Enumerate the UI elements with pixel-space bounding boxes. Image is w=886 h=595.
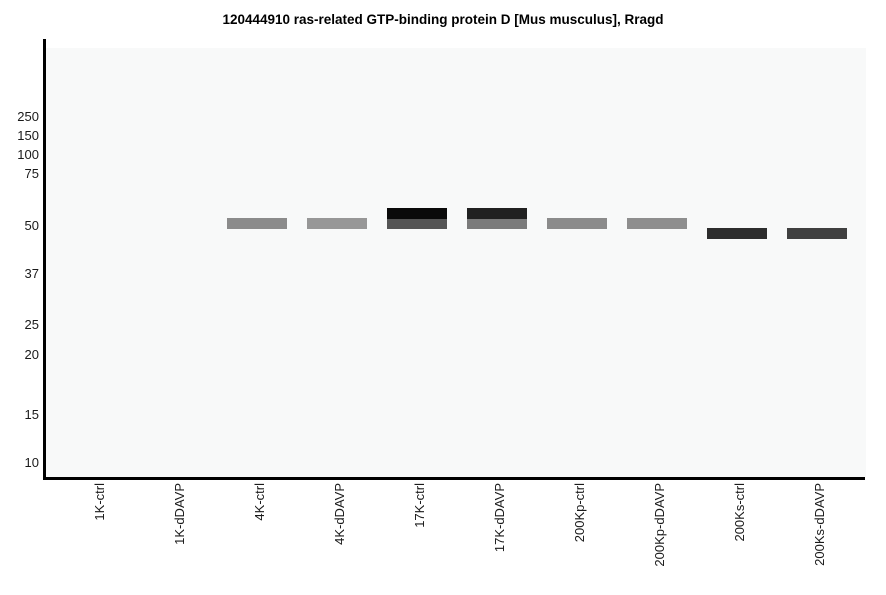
lane-label: 4K-ctrl xyxy=(252,483,267,521)
protein-band xyxy=(227,218,287,229)
lane-label: 200Ks-dDAVP xyxy=(812,483,827,566)
mw-tick-label: 25 xyxy=(24,317,39,332)
protein-band xyxy=(787,228,847,239)
lane-label: 200Kp-dDAVP xyxy=(652,483,667,567)
protein-band xyxy=(707,228,767,239)
lane-label: 1K-dDAVP xyxy=(172,483,187,545)
mw-tick-label: 75 xyxy=(24,166,39,181)
mw-tick-label: 10 xyxy=(24,455,39,470)
protein-band xyxy=(467,219,527,229)
protein-band xyxy=(547,218,607,229)
y-axis-line xyxy=(43,39,46,480)
lane-label: 200Kp-ctrl xyxy=(572,483,587,543)
lane-label: 200Ks-ctrl xyxy=(732,483,747,542)
mw-tick-label: 15 xyxy=(24,407,39,422)
mw-tick-label: 50 xyxy=(24,218,39,233)
lane-label: 4K-dDAVP xyxy=(332,483,347,545)
mw-tick-label: 37 xyxy=(24,266,39,281)
protein-band xyxy=(627,218,687,229)
page-title: 120444910 ras-related GTP-binding protei… xyxy=(222,12,664,27)
lane-label: 17K-ctrl xyxy=(412,483,427,528)
protein-band xyxy=(387,208,447,219)
protein-band xyxy=(307,218,367,229)
mw-tick-label: 250 xyxy=(17,109,39,124)
mw-tick-label: 100 xyxy=(17,147,39,162)
mw-tick-label: 150 xyxy=(17,128,39,143)
lane-label: 17K-dDAVP xyxy=(492,483,507,553)
plot-area xyxy=(46,48,866,477)
protein-band xyxy=(387,219,447,229)
x-axis-line xyxy=(43,477,865,480)
lane-label: 1K-ctrl xyxy=(92,483,107,521)
protein-band xyxy=(467,208,527,219)
mw-tick-label: 20 xyxy=(24,347,39,362)
